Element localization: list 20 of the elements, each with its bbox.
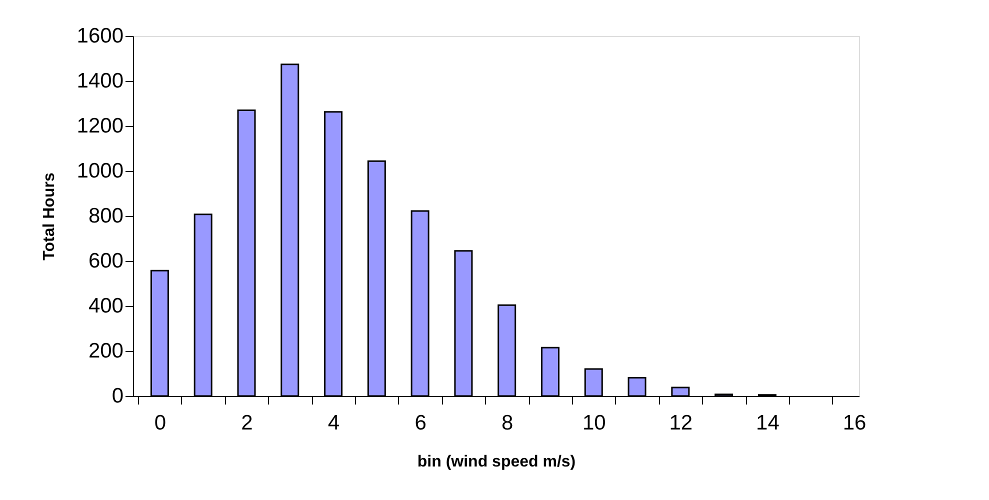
- x-tick-label: 4: [328, 412, 340, 434]
- x-tick-label: 12: [669, 412, 693, 434]
- y-tick-label: 0: [112, 384, 124, 408]
- x-tick-label: 8: [502, 412, 514, 434]
- x-tick-label: 2: [241, 412, 253, 434]
- y-axis-title: Total Hours: [40, 172, 58, 260]
- y-tick-label: 600: [88, 250, 124, 272]
- x-tick-label: 10: [582, 412, 606, 434]
- x-axis-title: bin (wind speed m/s): [417, 454, 576, 470]
- y-tick-label: 200: [88, 340, 124, 362]
- y-tick-label: 1000: [76, 160, 124, 182]
- y-tick-label: 800: [88, 204, 124, 228]
- y-tick-label: 1400: [76, 70, 124, 92]
- x-tick-label: 6: [414, 412, 426, 434]
- y-tick-label: 400: [88, 294, 124, 318]
- x-tick-label: 16: [842, 412, 866, 434]
- x-tick-label: 0: [154, 412, 166, 434]
- y-tick-label: 1200: [76, 114, 124, 138]
- y-tick-label: 1600: [76, 24, 124, 48]
- x-tick-label: 14: [756, 412, 780, 434]
